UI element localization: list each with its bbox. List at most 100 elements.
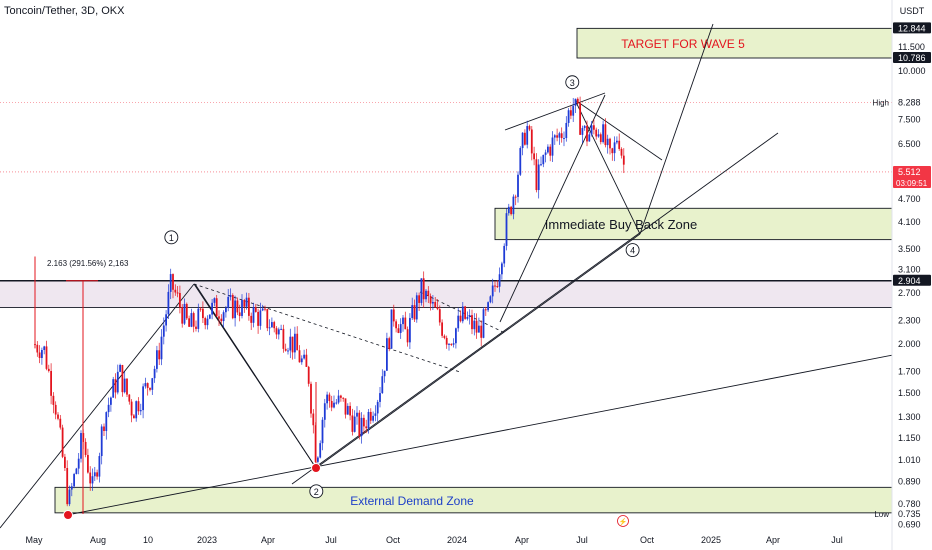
candle-body <box>475 320 478 333</box>
candle-body <box>57 414 59 419</box>
candle-body <box>471 315 473 330</box>
candle-body <box>574 98 577 106</box>
candle-body <box>190 313 193 327</box>
candle-body <box>268 327 271 329</box>
candle-body <box>501 263 503 275</box>
candle-body <box>484 309 487 311</box>
candle-body <box>68 489 71 505</box>
candle-body <box>317 457 319 462</box>
target-zone <box>576 27 893 59</box>
y-tick-label: 1.300 <box>898 412 921 422</box>
candle-body <box>429 295 432 304</box>
candle-body <box>510 206 512 215</box>
candle-body <box>342 397 345 399</box>
candle-body <box>282 328 285 349</box>
candle-body <box>172 274 174 290</box>
resistance-band <box>0 280 892 308</box>
candle-body <box>296 333 299 351</box>
price-label-text: 5.512 <box>898 167 921 177</box>
candle-body <box>135 401 138 419</box>
wave-2-circle <box>309 484 324 499</box>
candle-body <box>512 196 515 215</box>
candle-body <box>300 358 303 363</box>
candle-body <box>489 296 492 303</box>
candle-body <box>289 336 292 351</box>
demand-zone-label: External Demand Zone <box>350 494 474 508</box>
flag-dashed-line <box>419 291 506 334</box>
candle-body <box>521 132 524 149</box>
candle-body <box>59 418 62 428</box>
candle-body <box>526 126 529 145</box>
lightning-icon <box>617 515 629 527</box>
candle-body <box>353 416 356 432</box>
candle-body <box>257 311 259 326</box>
x-tick-label: Jul <box>831 535 843 545</box>
candle-body <box>165 314 167 326</box>
candle-body <box>328 394 331 402</box>
candle-body <box>312 413 315 426</box>
candle-body <box>204 318 207 326</box>
wave-1-label: 1 <box>169 233 174 243</box>
wave3-base-line <box>315 233 641 469</box>
candle-body <box>464 306 466 319</box>
candle-body <box>487 302 489 311</box>
candle-body <box>351 415 354 432</box>
price-label-text: 8.288 <box>898 98 921 108</box>
y-tick-label: 1.700 <box>898 367 921 377</box>
candle-body <box>174 289 177 293</box>
candle-body <box>392 309 395 322</box>
candle-body <box>514 196 517 198</box>
candle-body <box>41 349 43 358</box>
candle-body <box>349 405 351 416</box>
candle-body <box>100 426 103 457</box>
x-tick-label: Aug <box>90 535 106 545</box>
wave4-support-line <box>291 132 779 485</box>
candle-body <box>613 142 616 154</box>
price-label-5.512 <box>893 165 931 188</box>
candle-body <box>261 308 264 311</box>
price-label-text: 10.786 <box>898 53 926 63</box>
candle-body <box>319 443 322 458</box>
candle-body <box>241 300 243 316</box>
candle-body <box>114 379 117 393</box>
wave-low-marker <box>63 510 73 520</box>
candle-body <box>96 472 98 477</box>
candle-body <box>229 295 232 297</box>
candle-body <box>130 401 133 416</box>
candle-body <box>409 318 411 343</box>
candle-body <box>406 329 409 343</box>
candle-body <box>66 468 69 505</box>
x-tick-label: 2023 <box>197 535 217 545</box>
candle-body <box>89 472 92 484</box>
candle-body <box>618 140 621 149</box>
candle-body <box>452 343 455 345</box>
candle-body <box>553 135 556 138</box>
candle-body <box>593 125 595 130</box>
candle-body <box>498 274 501 287</box>
candle-body <box>284 348 287 351</box>
candle-body <box>266 309 269 329</box>
x-tick-label: Jul <box>325 535 337 545</box>
y-tick-label: 11.500 <box>898 42 925 52</box>
candle-body <box>478 325 480 333</box>
wave4-upper-line <box>574 99 663 161</box>
price-label-text: 2.904 <box>898 276 921 286</box>
candle-body <box>434 301 437 308</box>
wave-1-circle <box>164 230 179 245</box>
candle-body <box>367 411 370 429</box>
candle-body <box>144 383 147 387</box>
candle-body <box>231 295 234 319</box>
candle-body <box>438 309 441 323</box>
candle-body <box>461 306 464 322</box>
y-tick-label: 1.010 <box>898 455 921 465</box>
candle-body <box>558 133 561 138</box>
candle-body <box>167 291 170 315</box>
candle-body <box>93 472 96 477</box>
candle-body <box>176 292 179 294</box>
wave-a-line <box>194 283 317 469</box>
candle-body <box>540 164 542 166</box>
y-tick-label: 0.890 <box>898 477 921 487</box>
x-tick-label: Oct <box>386 535 401 545</box>
price-label-10.786 <box>893 52 931 63</box>
